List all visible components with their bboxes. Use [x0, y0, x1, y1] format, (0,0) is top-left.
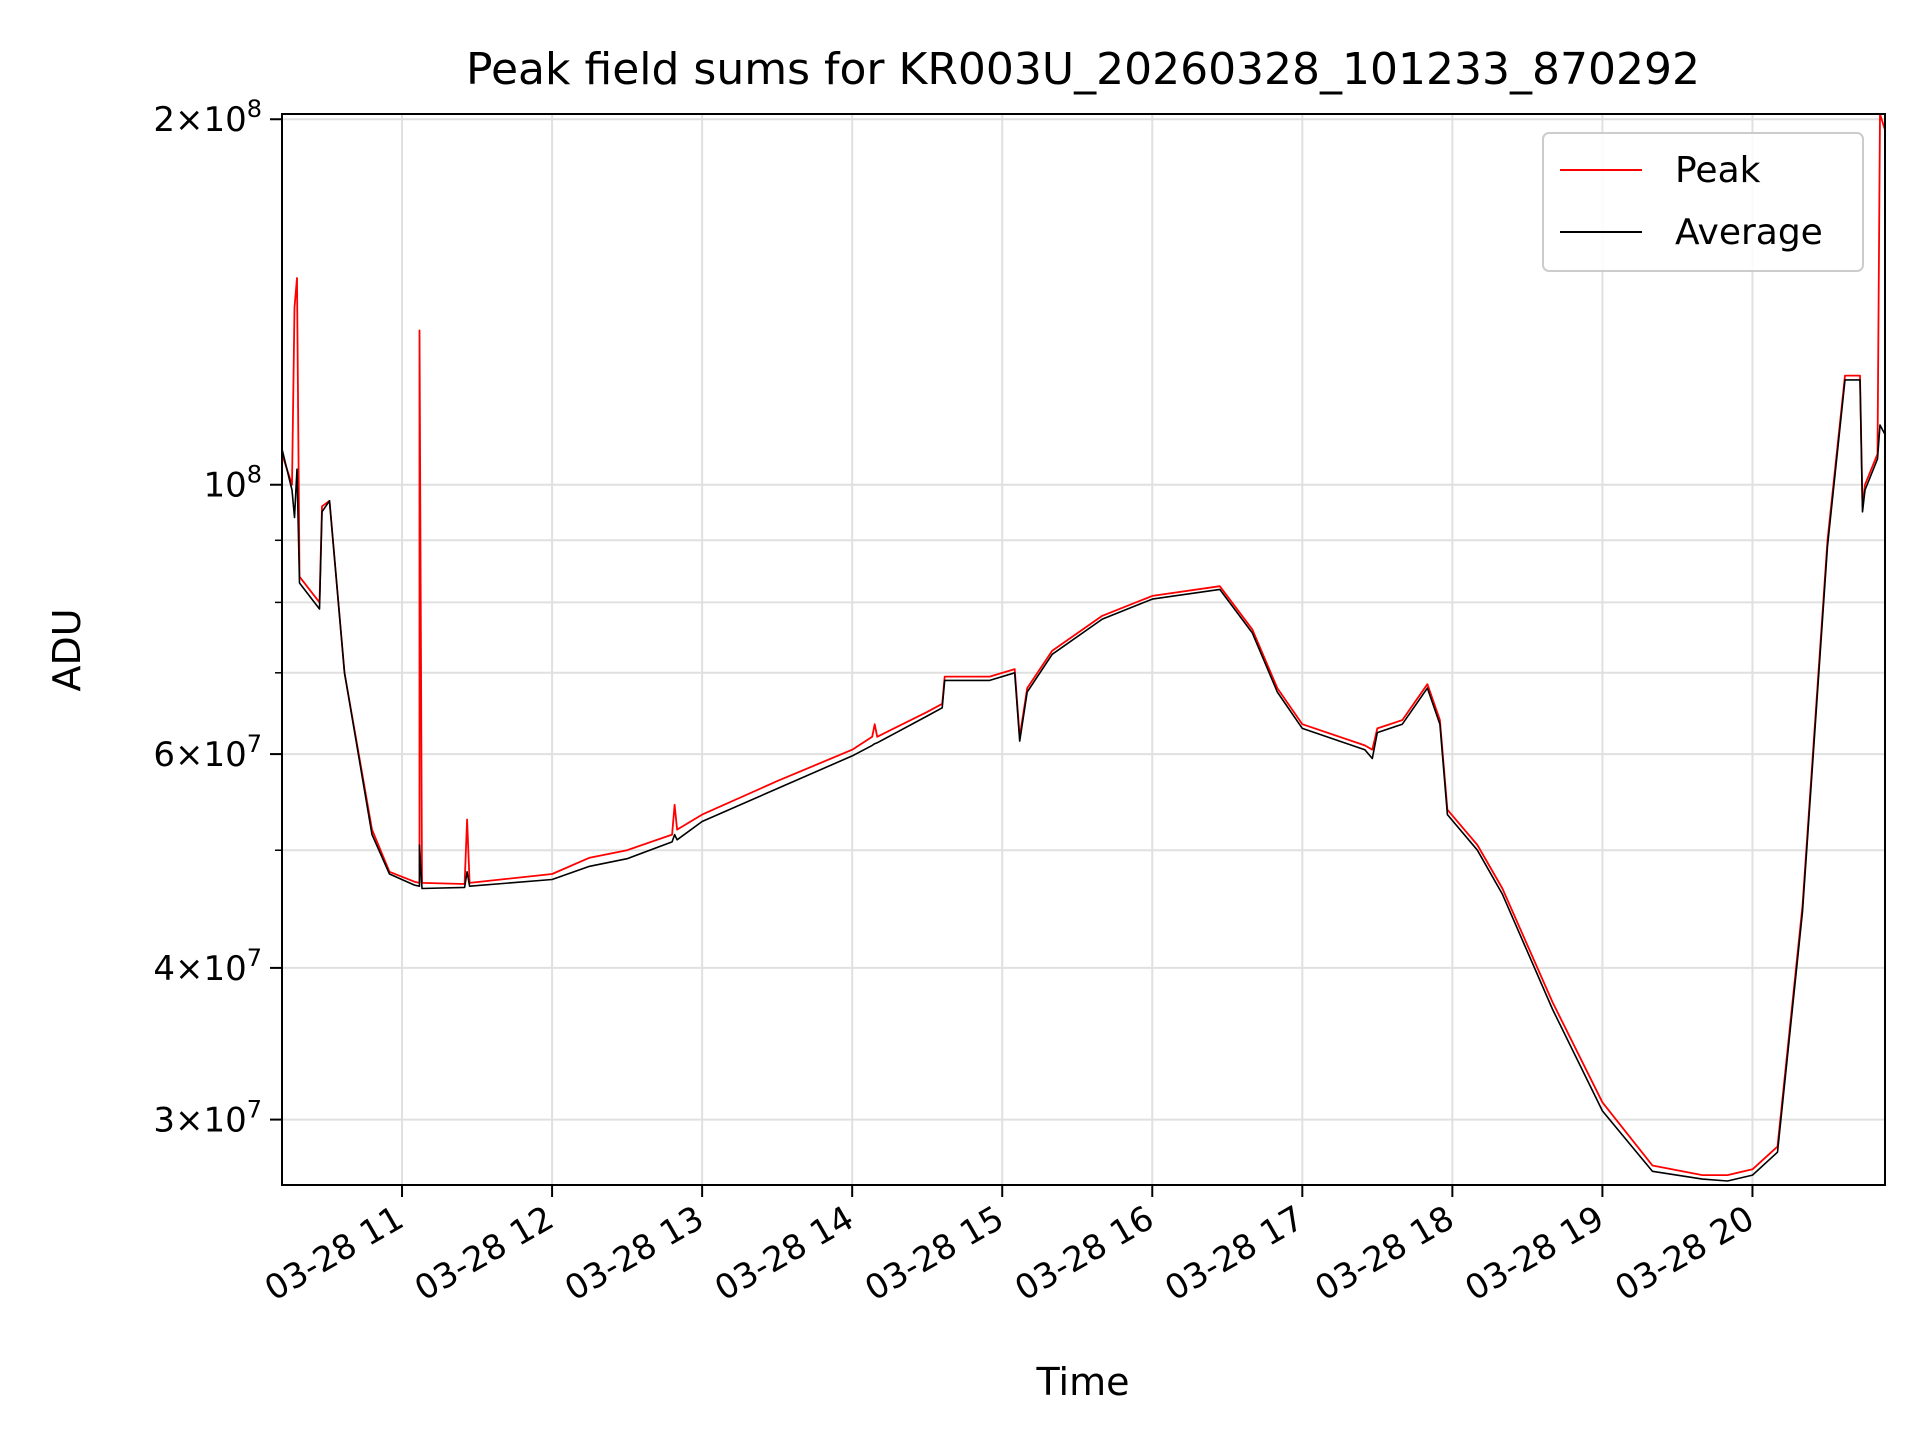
y-tick-base: 2×10	[153, 100, 246, 140]
y-tick-base: 10	[203, 466, 246, 506]
x-tick-label: 03-28 14	[708, 1198, 860, 1309]
x-tick-label: 03-28 18	[1308, 1198, 1460, 1309]
x-tick-label: 03-28 19	[1459, 1198, 1611, 1309]
series-line-peak	[282, 114, 1885, 1176]
y-tick-exponent: 8	[247, 95, 262, 123]
y-tick-base: 3×10	[153, 1101, 246, 1141]
y-tick-label: 108	[203, 461, 262, 506]
x-tick-label: 03-28 12	[408, 1198, 560, 1309]
x-tick-label: 03-28 20	[1609, 1198, 1761, 1309]
y-tick-label: 6×107	[153, 730, 262, 775]
y-tick-exponent: 7	[247, 1096, 262, 1124]
y-tick-exponent: 7	[247, 944, 262, 972]
legend-label-average: Average	[1675, 212, 1823, 253]
x-tick-label: 03-28 13	[558, 1198, 710, 1309]
y-tick-label: 4×107	[153, 944, 262, 989]
y-tick-label: 3×107	[153, 1096, 262, 1141]
series-line-average	[282, 379, 1885, 1182]
legend: Peak Average	[1542, 132, 1864, 272]
y-tick-label: 2×108	[153, 95, 262, 140]
legend-box	[1542, 132, 1864, 272]
legend-label-peak: Peak	[1675, 150, 1761, 191]
x-tick-label: 03-28 17	[1158, 1198, 1310, 1309]
y-tick-exponent: 8	[247, 461, 262, 489]
chart-title: Peak field sums for KR003U_20260328_1012…	[466, 44, 1700, 95]
y-tick-base: 6×10	[153, 735, 246, 775]
y-tick-exponent: 7	[247, 730, 262, 758]
x-tick-label: 03-28 16	[1008, 1198, 1160, 1309]
y-tick-base: 4×10	[153, 949, 246, 989]
x-axis-label: Time	[1036, 1360, 1130, 1404]
x-tick-label: 03-28 11	[258, 1198, 410, 1309]
grid	[282, 114, 1885, 1185]
x-tick-label: 03-28 15	[858, 1198, 1010, 1309]
y-axis-label: ADU	[45, 608, 89, 691]
plot-frame	[281, 113, 1886, 1186]
series-layer	[282, 114, 1885, 1182]
